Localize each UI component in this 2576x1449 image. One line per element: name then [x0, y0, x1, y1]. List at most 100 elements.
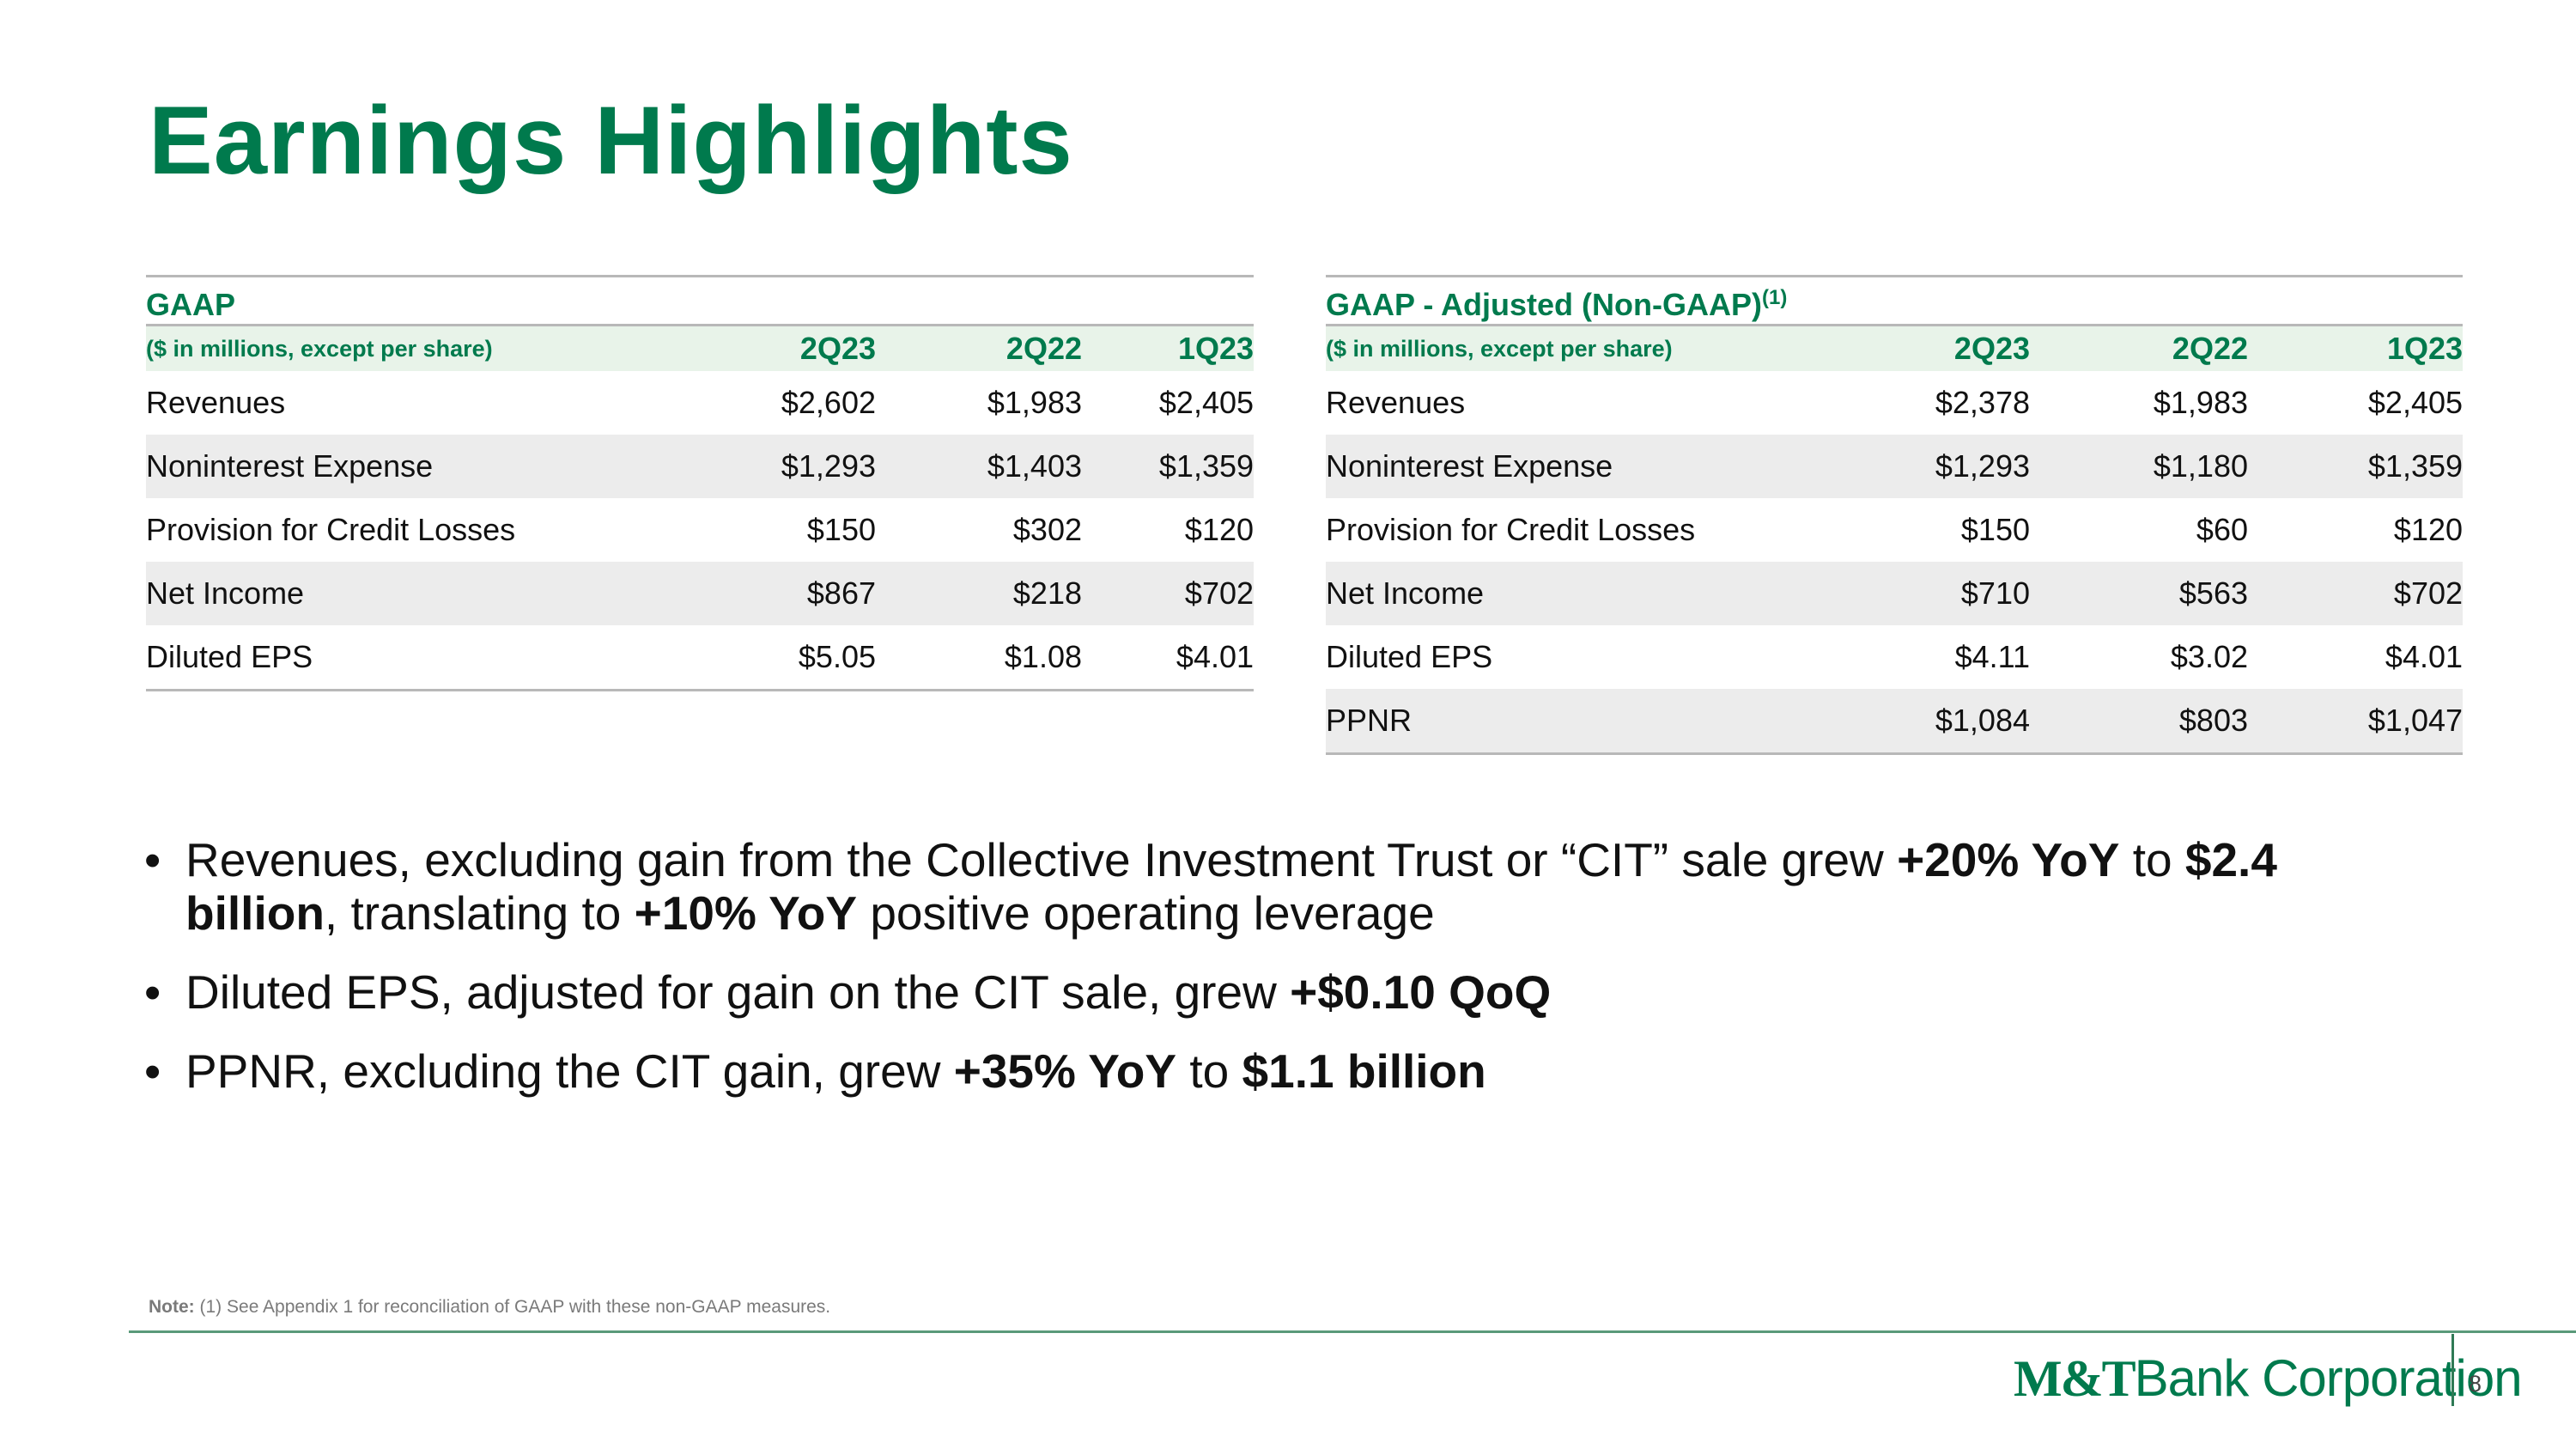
- cell-value: $2,405: [2367, 385, 2464, 420]
- cell-value: $1,047: [2248, 689, 2464, 755]
- table-title: GAAP: [146, 275, 1255, 326]
- bullet-text: , translating to: [324, 886, 635, 940]
- table-title: GAAP - Adjusted (Non-GAAP)(1): [1326, 275, 2464, 326]
- table-row: Net Income $710 $563 $702: [1326, 562, 2464, 625]
- cell-value: $702: [1082, 562, 1255, 625]
- highlights-bullet-list: • Revenues, excluding gain from the Colle…: [144, 833, 2394, 1123]
- bullet-item: • Revenues, excluding gain from the Colle…: [144, 833, 2394, 940]
- row-label: Diluted EPS: [1326, 639, 1493, 674]
- table-row: Revenues $2,378 $1,983 $2,405: [1326, 371, 2463, 435]
- column-header-1q23: 1Q23: [2248, 324, 2464, 371]
- table-row: Noninterest Expense $1,293 $1,403 $1,359: [146, 435, 1255, 498]
- row-label: Net Income: [146, 562, 670, 625]
- bullet-emphasis: +35% YoY: [953, 1044, 1177, 1098]
- cell-value: $563: [2030, 562, 2248, 625]
- cell-value: $3.02: [2170, 639, 2248, 674]
- cell-value: $60: [2196, 512, 2248, 547]
- row-label: PPNR: [1326, 689, 1807, 755]
- table-row: Noninterest Expense $1,293 $1,180 $1,359: [1326, 435, 2464, 498]
- row-label: Revenues: [146, 385, 286, 420]
- cell-value: $4.01: [1082, 625, 1255, 691]
- footnote-marker: (1): [1761, 286, 1788, 309]
- row-label: Provision for Credit Losses: [146, 512, 516, 547]
- cell-value: $1,359: [1082, 435, 1255, 498]
- cell-value: $1,983: [2153, 385, 2248, 420]
- table-row: Provision for Credit Losses $150 $60 $120: [1326, 498, 2463, 562]
- column-header-1q23: 1Q23: [1082, 324, 1255, 371]
- column-header-2q22: 2Q22: [2030, 324, 2248, 371]
- table-row: Revenues $2,602 $1,983 $2,405: [146, 371, 1254, 435]
- bullet-text: Diluted EPS, adjusted for gain on the CI…: [185, 965, 1291, 1019]
- cell-value: $218: [876, 562, 1082, 625]
- bullet-text: to: [1176, 1044, 1242, 1098]
- table-row: Diluted EPS $5.05 $1.08 $4.01: [146, 625, 1255, 691]
- cell-value: $302: [1012, 512, 1082, 547]
- table-header-row: ($ in millions, except per share) 2Q23 2Q2…: [146, 324, 1255, 371]
- row-label: Diluted EPS: [146, 625, 670, 691]
- page-title: Earnings Highlights: [149, 87, 1073, 194]
- cell-value: $4.11: [1954, 639, 2030, 674]
- column-header-2q22: 2Q22: [876, 324, 1082, 371]
- row-label: Noninterest Expense: [146, 435, 670, 498]
- table-row: Provision for Credit Losses $150 $302 $120: [146, 498, 1254, 562]
- table-title-text: GAAP - Adjusted (Non-GAAP): [1326, 287, 1762, 322]
- column-header-2q23: 2Q23: [670, 324, 876, 371]
- mt-bank-logo: M&TBank Corporation: [2014, 1349, 2523, 1409]
- bullet-text: positive operating leverage: [857, 886, 1435, 940]
- cell-value: $1,180: [2030, 435, 2248, 498]
- cell-value: $1.08: [876, 625, 1082, 691]
- cell-value: $1,293: [1807, 435, 2030, 498]
- cell-value: $120: [2393, 512, 2464, 547]
- cell-value: $150: [1960, 512, 2030, 547]
- bullet-icon: •: [144, 833, 161, 886]
- bullet-text: PPNR, excluding the CIT gain, grew: [185, 1044, 954, 1098]
- bullet-icon: •: [144, 1044, 161, 1098]
- note-label: Note:: [149, 1297, 195, 1317]
- row-label: Noninterest Expense: [1326, 435, 1807, 498]
- cell-value: $867: [670, 562, 876, 625]
- page-number: 8: [2469, 1371, 2482, 1397]
- cell-value: $120: [1184, 512, 1255, 547]
- bullet-emphasis: $2.4 billion: [185, 833, 2277, 940]
- table-title-row: GAAP: [146, 275, 1255, 326]
- bullet-emphasis: +$0.10 QoQ: [1290, 965, 1552, 1019]
- cell-value: $1,359: [2248, 435, 2464, 498]
- bullet-text: Revenues, excluding gain from the Collec…: [185, 833, 1898, 886]
- bullet-item: • PPNR, excluding the CIT gain, grew +35%…: [144, 1044, 2394, 1098]
- table-row: PPNR $1,084 $803 $1,047: [1326, 689, 2464, 755]
- adjusted-gaap-table: GAAP - Adjusted (Non-GAAP)(1) ($ in milli…: [1326, 275, 2464, 755]
- table-row: Net Income $867 $218 $702: [146, 562, 1255, 625]
- cell-value: $1,983: [987, 385, 1082, 420]
- cell-value: $702: [2248, 562, 2464, 625]
- cell-value: $1,293: [670, 435, 876, 498]
- cell-value: $1,084: [1807, 689, 2030, 755]
- bullet-emphasis: $1.1 billion: [1242, 1044, 1486, 1098]
- cell-value: $150: [806, 512, 876, 547]
- table-row: Diluted EPS $4.11 $3.02 $4.01: [1326, 625, 2463, 689]
- footer-divider: [129, 1330, 2576, 1333]
- units-label: ($ in millions, except per share): [146, 324, 670, 371]
- table-title-row: GAAP - Adjusted (Non-GAAP)(1): [1326, 275, 2464, 326]
- table-header-row: ($ in millions, except per share) 2Q23 2Q2…: [1326, 324, 2464, 371]
- logo-page-divider: [2451, 1334, 2454, 1406]
- cell-value: $2,405: [1158, 385, 1255, 420]
- bullet-emphasis: +10% YoY: [634, 886, 858, 940]
- bullet-text: to: [2119, 833, 2185, 886]
- logo-wordmark: Bank Corporation: [2134, 1349, 2523, 1407]
- cell-value: $710: [1807, 562, 2030, 625]
- logo-mark: M&T: [2014, 1350, 2136, 1407]
- units-label: ($ in millions, except per share): [1326, 324, 1807, 371]
- cell-value: $2,602: [781, 385, 876, 420]
- footnote: Note: (1) See Appendix 1 for reconciliat…: [149, 1297, 830, 1318]
- cell-value: $5.05: [670, 625, 876, 691]
- cell-value: $4.01: [2385, 639, 2464, 674]
- note-text: (1) See Appendix 1 for reconciliation of…: [194, 1297, 831, 1317]
- table-title-text: GAAP: [146, 287, 236, 322]
- cell-value: $803: [2030, 689, 2248, 755]
- cell-value: $1,403: [876, 435, 1082, 498]
- cell-value: $2,378: [1935, 385, 2030, 420]
- row-label: Net Income: [1326, 562, 1807, 625]
- row-label: Provision for Credit Losses: [1326, 512, 1696, 547]
- gaap-table: GAAP ($ in millions, except per share) 2Q2…: [146, 275, 1255, 691]
- column-header-2q23: 2Q23: [1807, 324, 2030, 371]
